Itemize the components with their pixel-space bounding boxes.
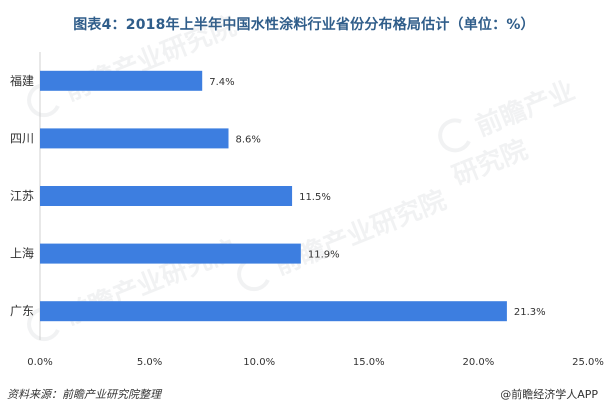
- x-tick-label: 10.0%: [243, 357, 275, 368]
- category-label: 广东: [10, 304, 34, 318]
- x-tick-label: 0.0%: [27, 357, 52, 368]
- x-tick-label: 15.0%: [353, 357, 385, 368]
- category-label: 福建: [10, 73, 34, 88]
- x-tick-label: 5.0%: [137, 357, 162, 368]
- data-label: 11.9%: [308, 250, 340, 261]
- bar: [40, 186, 293, 206]
- bar: [40, 70, 203, 91]
- data-label: 21.3%: [514, 307, 546, 318]
- data-label: 7.4%: [209, 77, 234, 88]
- data-label: 11.5%: [299, 192, 331, 203]
- bar: [40, 243, 301, 264]
- bar: [40, 301, 507, 322]
- category-label: 四川: [10, 131, 34, 145]
- brand-credit: @前瞻经济学人APP: [500, 388, 598, 401]
- x-tick-label: 20.0%: [463, 357, 495, 368]
- data-label: 8.6%: [236, 134, 261, 145]
- category-label: 江苏: [10, 189, 34, 203]
- source-note: 资料来源：前瞻产业研究院整理: [7, 388, 161, 401]
- bar: [40, 128, 229, 149]
- x-tick-label: 25.0%: [572, 357, 604, 368]
- chart-title: 图表4：2018年上半年中国水性涂料行业省份分布格局估计（单位：%）: [73, 17, 535, 33]
- category-label: 上海: [10, 246, 34, 261]
